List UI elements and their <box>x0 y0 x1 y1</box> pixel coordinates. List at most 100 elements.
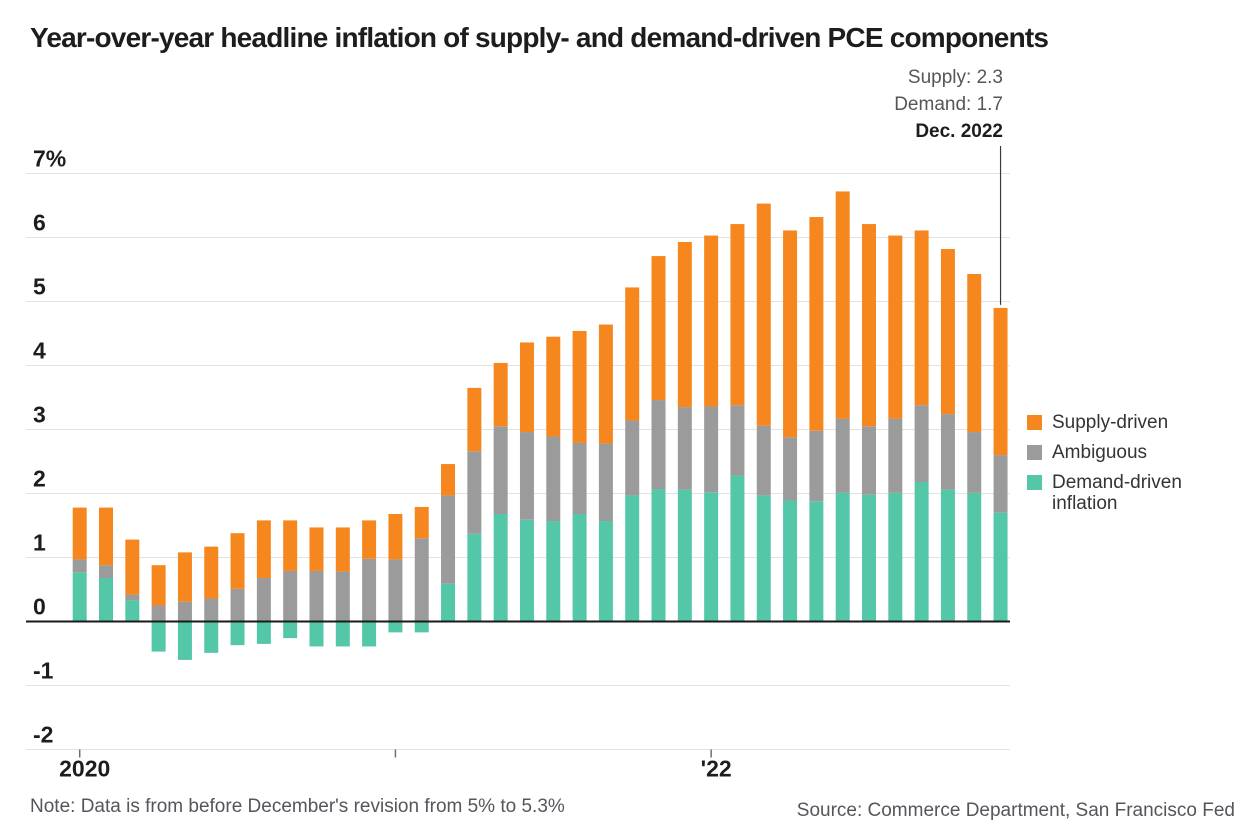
bar-segment <box>151 565 166 606</box>
bar-segment <box>572 330 587 443</box>
bar-segment <box>283 621 298 639</box>
bar-segment <box>467 451 482 534</box>
x-axis-label: '22 <box>701 756 732 782</box>
bar-segment <box>809 501 824 622</box>
bar-segment <box>72 507 87 560</box>
y-axis-label: 0 <box>33 594 46 620</box>
bar-segment <box>230 588 245 622</box>
chart-title: Year-over-year headline inflation of sup… <box>30 22 1049 53</box>
bar-segment <box>204 621 219 653</box>
bar-segment <box>467 533 482 622</box>
bar-segment <box>940 489 955 622</box>
bar-segment <box>362 520 377 559</box>
bar-segment <box>309 621 324 647</box>
bar-segment <box>783 500 798 622</box>
bar-segment <box>677 407 692 490</box>
bar-segment <box>835 418 850 493</box>
bar-segment <box>230 621 245 646</box>
bar-segment <box>204 598 219 622</box>
bar-segment <box>441 495 456 584</box>
bar-segment <box>993 455 1008 513</box>
bar-segment <box>835 191 850 419</box>
bar-segment <box>125 539 140 595</box>
bar-segment <box>388 513 403 560</box>
bar-segment <box>677 241 692 408</box>
bar-segment <box>756 203 771 426</box>
bar-segment <box>572 442 587 514</box>
bar-segment <box>72 559 87 573</box>
bar-segment <box>467 387 482 452</box>
bar-segment <box>651 256 666 401</box>
annotation-date-label: Dec. 2022 <box>915 121 1003 142</box>
bar-segment <box>572 513 587 622</box>
bar-segment <box>309 527 324 571</box>
bar-segment <box>125 594 140 601</box>
bar-segment <box>914 230 929 406</box>
y-axis-label: -1 <box>33 658 54 684</box>
bar-segment <box>283 570 298 622</box>
bar-segment <box>651 400 666 490</box>
bar-segment <box>598 324 613 444</box>
bar-segment <box>362 558 377 622</box>
bar-segment <box>177 621 192 660</box>
bar-segment <box>493 362 508 427</box>
demand-swatch-icon <box>1027 475 1042 490</box>
bar-segment <box>519 342 534 433</box>
bar-segment <box>625 287 640 421</box>
bar-segment <box>177 552 192 602</box>
bar-segment <box>519 519 534 622</box>
bar-segment <box>783 437 798 501</box>
bar-segment <box>967 273 982 433</box>
bar-segment <box>704 492 719 622</box>
bar-segment <box>335 571 350 622</box>
legend: Supply-driven Ambiguous Demand-driven infl… <box>1027 412 1237 523</box>
y-axis-label: 6 <box>33 210 46 236</box>
x-axis-label: 2020 <box>59 756 110 782</box>
bar-segment <box>914 481 929 622</box>
bar-segment <box>809 217 824 431</box>
bar-segment <box>914 405 929 482</box>
bar-segment <box>993 512 1008 622</box>
bar-segment <box>99 577 114 622</box>
y-axis-label: 1 <box>33 530 46 556</box>
bar-segment <box>414 506 429 539</box>
bar-segment <box>335 527 350 572</box>
bar-segment <box>862 494 876 622</box>
bar-segment <box>730 405 745 476</box>
legend-item: Demand-driven inflation <box>1027 472 1237 514</box>
bar-segment <box>151 605 166 622</box>
bar-segment <box>625 420 640 496</box>
bar-segment <box>256 520 271 578</box>
bar-segment <box>809 430 824 502</box>
bar-segment <box>335 621 350 647</box>
bar-segment <box>546 521 561 622</box>
y-axis-label: 5 <box>33 274 46 300</box>
bar-segment <box>756 495 771 622</box>
legend-label: Demand-driven inflation <box>1052 472 1182 514</box>
legend-item: Ambiguous <box>1027 442 1237 463</box>
bar-segment <box>441 583 456 622</box>
legend-label: Ambiguous <box>1052 442 1148 463</box>
bar-segment <box>151 621 166 652</box>
y-axis-label: 3 <box>33 402 46 428</box>
bar-segment <box>99 565 114 578</box>
bar-segment <box>388 559 403 622</box>
bar-segment <box>256 621 271 644</box>
bar-segment <box>177 601 192 622</box>
bar-segment <box>940 249 955 415</box>
bar-segment <box>256 577 271 622</box>
bar-segment <box>625 495 640 622</box>
y-axis-label: 2 <box>33 466 46 492</box>
ambiguous-swatch-icon <box>1027 445 1042 460</box>
bar-segment <box>388 621 403 633</box>
bar-segment <box>546 336 561 437</box>
bar-segment <box>414 621 429 633</box>
bar-segment <box>441 464 456 496</box>
y-axis-label: 4 <box>33 338 46 364</box>
legend-label: Supply-driven <box>1052 412 1169 433</box>
bar-segment <box>493 513 508 622</box>
y-axis-label: -2 <box>33 722 53 748</box>
bar-segment <box>546 436 561 522</box>
